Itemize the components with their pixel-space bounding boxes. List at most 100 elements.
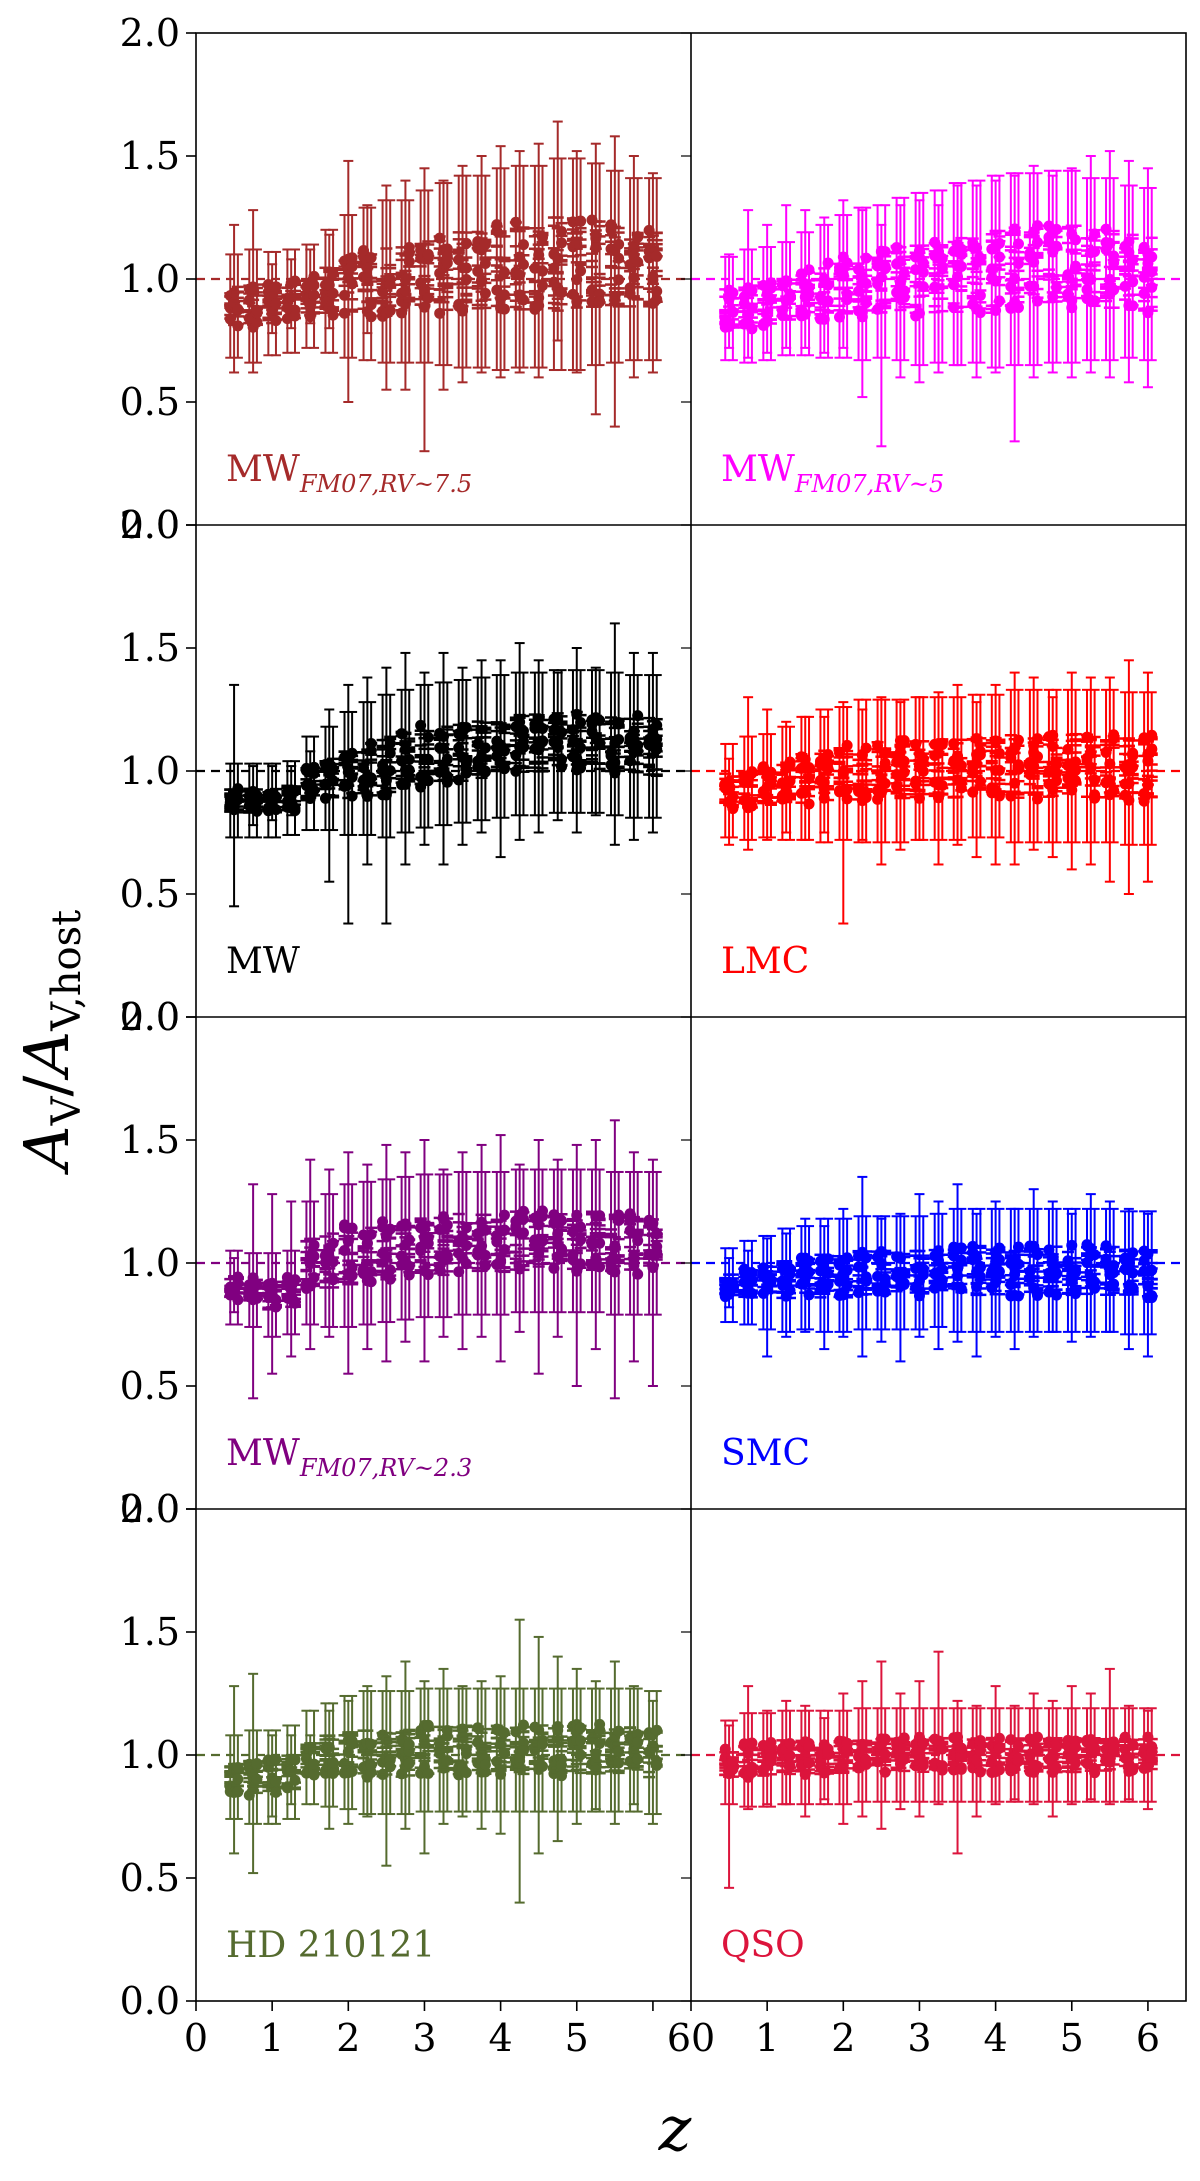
cluster-z-3.75	[966, 179, 987, 379]
cluster-z-5.25	[586, 666, 606, 817]
data-point	[289, 1296, 301, 1308]
data-point	[613, 717, 625, 729]
data-point	[289, 805, 301, 817]
data-point	[327, 287, 339, 299]
panel-label-name: MW	[226, 941, 300, 982]
data-point	[856, 311, 868, 323]
data-point	[327, 1274, 339, 1286]
data-point	[609, 756, 621, 768]
cluster-z-6	[1138, 671, 1158, 883]
cluster-z-5.25	[1081, 155, 1101, 374]
cluster-z-1.25	[281, 248, 301, 354]
cluster-z-4.25	[509, 642, 530, 841]
data-point	[365, 299, 377, 311]
data-point	[289, 310, 301, 322]
data-point	[898, 766, 910, 778]
cluster-z-4.5	[1023, 164, 1044, 379]
cluster-z-5.25	[1081, 676, 1101, 866]
data-point	[346, 278, 358, 290]
data-point	[289, 275, 301, 287]
data-point	[537, 280, 548, 292]
data-point	[358, 762, 370, 774]
cluster-z-5.75	[1119, 659, 1139, 895]
data-point	[841, 793, 853, 805]
cluster-z-2	[338, 683, 359, 925]
cluster-z-5.5	[1100, 150, 1120, 379]
cluster-z-1.75	[319, 708, 340, 883]
data-point	[571, 274, 583, 286]
data-point	[974, 252, 986, 264]
cluster-z-2.5	[376, 184, 397, 391]
data-point	[613, 733, 625, 745]
data-point	[232, 785, 244, 797]
cluster-z-5	[566, 150, 587, 374]
cluster-z-2.75	[395, 651, 416, 866]
panels-layer: MWFM07,RV~7.5 MWFM07,RV~5MW LMCMWFM07,RV~2…	[196, 120, 1186, 1966]
cluster-z-4.25	[509, 150, 530, 374]
cluster-z-1.5	[795, 715, 816, 841]
data-point	[384, 747, 396, 759]
cluster-z-1.25	[776, 204, 796, 357]
cluster-z-1.75	[814, 216, 835, 359]
data-point	[936, 253, 948, 265]
data-point	[403, 255, 415, 267]
cluster-z-0.75	[243, 1183, 263, 1400]
data-point	[632, 710, 644, 722]
data-point	[955, 260, 967, 272]
cluster-z-1.75	[319, 1168, 340, 1338]
cluster-z-6	[1138, 167, 1158, 389]
data-point	[1047, 729, 1059, 741]
data-point	[841, 257, 853, 269]
cluster-z-6	[643, 651, 663, 834]
data-point	[514, 269, 526, 281]
data-point	[936, 739, 948, 751]
data-point	[556, 225, 568, 237]
data-point	[613, 238, 625, 250]
cluster-z-2.5	[871, 204, 892, 448]
cluster-z-2	[338, 159, 359, 403]
data-point	[327, 268, 339, 280]
data-point	[586, 214, 598, 226]
data-point	[784, 775, 796, 787]
data-point	[917, 765, 929, 777]
data-point	[898, 267, 910, 279]
cluster-z-5.5	[605, 135, 625, 428]
cluster-z-2.25	[357, 204, 378, 362]
data-point	[936, 780, 948, 792]
data-point	[460, 722, 472, 734]
data-point	[1108, 729, 1120, 741]
data-point	[594, 296, 606, 308]
data-point	[270, 298, 282, 310]
data-point	[898, 755, 910, 767]
data-point	[422, 292, 434, 304]
data-point	[993, 237, 1005, 249]
data-point	[460, 237, 472, 249]
data-point	[575, 742, 587, 754]
cluster-z-2.5	[376, 666, 397, 925]
cluster-z-5.75	[1119, 159, 1139, 384]
data-point	[479, 257, 491, 269]
cluster-z-2.25	[357, 676, 378, 866]
cluster-z-0.5	[719, 742, 739, 846]
cluster-z-4.75	[547, 669, 568, 822]
data-point	[346, 747, 358, 759]
cluster-z-4.5	[528, 659, 549, 834]
data-point	[803, 773, 815, 785]
data-point	[460, 767, 472, 779]
panel-label-name: MW	[721, 449, 795, 490]
cluster-z-5	[1061, 671, 1082, 871]
data-point	[1051, 775, 1063, 787]
cluster-z-2.75	[890, 196, 911, 379]
data-point	[1089, 774, 1101, 786]
data-point	[308, 279, 320, 291]
data-point	[289, 785, 301, 797]
data-point	[1032, 751, 1043, 763]
data-point	[1146, 281, 1158, 293]
data-point	[434, 232, 446, 244]
data-point	[746, 323, 758, 335]
data-point	[727, 801, 739, 813]
data-point	[251, 1291, 263, 1303]
data-point	[346, 1261, 358, 1273]
data-point	[365, 252, 377, 264]
data-point	[651, 285, 663, 297]
